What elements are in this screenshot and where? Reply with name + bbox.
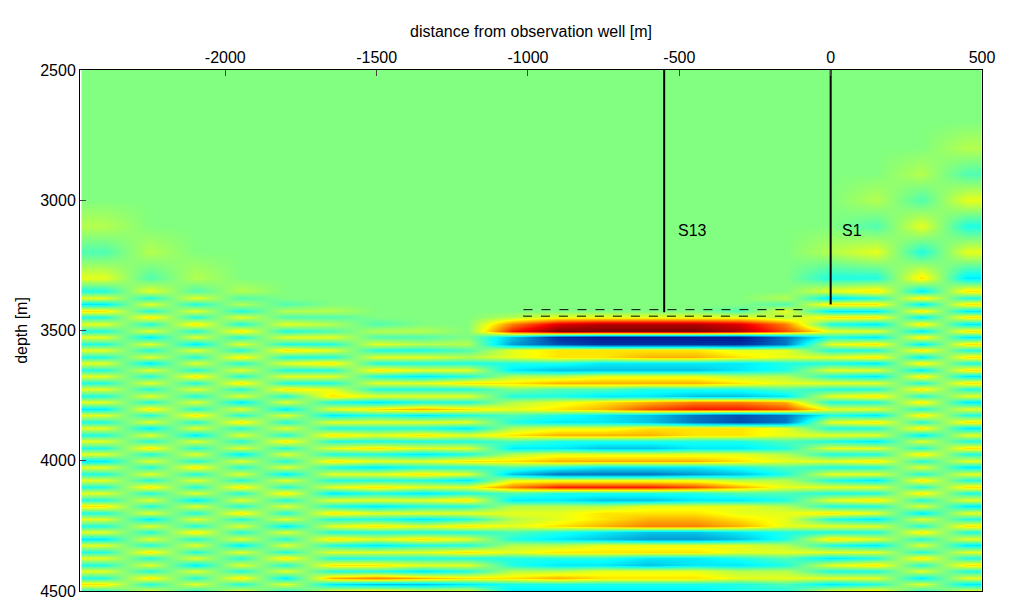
svg-text:depth [m]: depth [m] [13,297,30,364]
svg-text:-2000: -2000 [205,49,246,66]
svg-text:-1000: -1000 [508,49,549,66]
svg-text:0: 0 [826,49,835,66]
svg-text:4000: 4000 [40,452,76,469]
svg-text:S13: S13 [678,222,707,239]
svg-text:3000: 3000 [40,192,76,209]
svg-text:distance from observation well: distance from observation well [m] [410,23,652,40]
svg-text:500: 500 [969,49,996,66]
svg-text:S1: S1 [842,222,862,239]
svg-text:2500: 2500 [40,62,76,79]
svg-text:4500: 4500 [40,583,76,600]
svg-text:-500: -500 [663,49,695,66]
svg-text:-1500: -1500 [356,49,397,66]
svg-text:3500: 3500 [40,322,76,339]
